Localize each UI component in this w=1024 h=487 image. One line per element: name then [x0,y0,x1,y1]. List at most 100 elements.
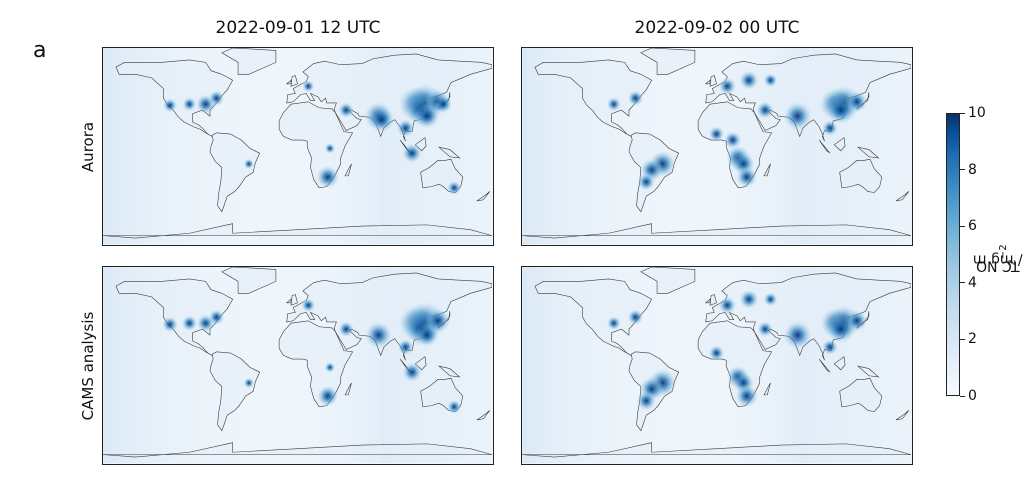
no2-hotspot [783,320,812,350]
no2-hotspot [735,166,758,188]
no2-hotspot [338,321,355,338]
no2-hotspot [446,399,462,415]
no2-hotspot [365,321,393,349]
no2-hotspot [718,296,737,315]
coastline [476,410,491,421]
coastline [221,48,277,75]
coastline [856,146,880,159]
colorbar-tick [960,338,965,340]
coastline [290,75,298,87]
colorbar-tick-label: 4 [968,274,977,291]
no2-hotspot [606,96,622,112]
colorbar-tick [960,169,965,171]
map-cams-t1 [102,266,494,465]
no2-hotspot [301,298,316,313]
colorbar [946,113,960,396]
no2-hotspot [763,73,778,88]
no2-hotspot [723,131,742,150]
coastline [437,146,461,159]
colorbar-tick [960,282,965,284]
no2-hotspot [636,390,657,411]
coastline [839,158,883,193]
no2-hotspot [821,338,839,356]
colorbar-tick-label: 10 [968,105,986,121]
no2-hotspot [302,79,315,93]
no2-hotspot [637,172,656,191]
no2-hotspot [208,90,225,107]
no2-hotspot [446,180,462,196]
no2-hotspot [369,107,395,133]
coastline [285,79,292,85]
no2-hotspot [324,142,336,154]
colorbar-tick [960,225,965,227]
no2-hotspot [739,70,759,91]
no2-hotspot [208,309,225,326]
coastline [763,163,771,177]
no2-hotspot [708,125,725,143]
no2-hotspot [243,158,255,170]
coastline [534,59,653,137]
no2-hotspot [739,289,759,310]
map-aurora-t2 [521,47,913,246]
map-canvas [103,267,492,463]
no2-hotspot [627,309,644,326]
no2-hotspot [846,90,868,113]
coastline [895,191,910,202]
coastline [709,294,717,306]
column-title-2: 2022-09-02 00 UTC [634,18,800,38]
coastline [534,278,653,356]
coastline [209,351,261,432]
coastline [290,294,298,306]
coastline [839,377,883,412]
coastline [833,137,846,152]
coastline [344,382,352,396]
no2-hotspot [324,361,336,373]
no2-hotspot [243,377,255,389]
no2-hotspot [846,309,868,332]
no2-hotspot [316,385,339,407]
coastline [704,298,711,304]
coastline [640,48,696,75]
colorbar-tick [960,395,965,397]
no2-hotspot [627,90,644,107]
no2-hotspot [396,119,415,138]
no2-hotspot [708,344,725,362]
no2-hotspot [756,101,775,120]
coastline [704,79,711,85]
no2-hotspot [763,292,778,307]
no2-hotspot [783,101,812,131]
coastline [285,298,292,304]
no2-hotspot [821,119,839,137]
coastline [818,358,831,373]
colorbar-tick-label: 0 [968,388,977,404]
colorbar-tick [960,112,965,114]
no2-hotspot [718,77,737,96]
coastline [522,223,911,239]
no2-hotspot [316,165,340,189]
no2-hotspot [606,315,622,331]
map-canvas [103,48,492,244]
no2-hotspot [397,338,414,356]
no2-hotspot [338,102,355,119]
panel-letter: a [33,38,47,63]
colorbar-tick-label: 2 [968,331,977,348]
map-canvas [522,267,911,463]
coastline [763,382,771,396]
coastline [286,272,492,361]
coastline [833,356,846,371]
no2-hotspot [735,384,759,408]
colorbar-tick-label: 8 [968,161,977,178]
coastline [476,191,491,202]
coastline [209,132,261,213]
coastline [286,53,492,142]
map-aurora-t1 [102,47,494,246]
coastline [522,442,911,458]
no2-hotspot [161,316,179,333]
coastline [344,163,352,177]
no2-hotspot [425,308,451,334]
no2-hotspot [757,321,774,338]
coastline [437,365,461,378]
no2-hotspot [402,362,422,383]
no2-hotspot [182,96,197,112]
column-title-1: 2022-09-01 12 UTC [215,18,381,38]
